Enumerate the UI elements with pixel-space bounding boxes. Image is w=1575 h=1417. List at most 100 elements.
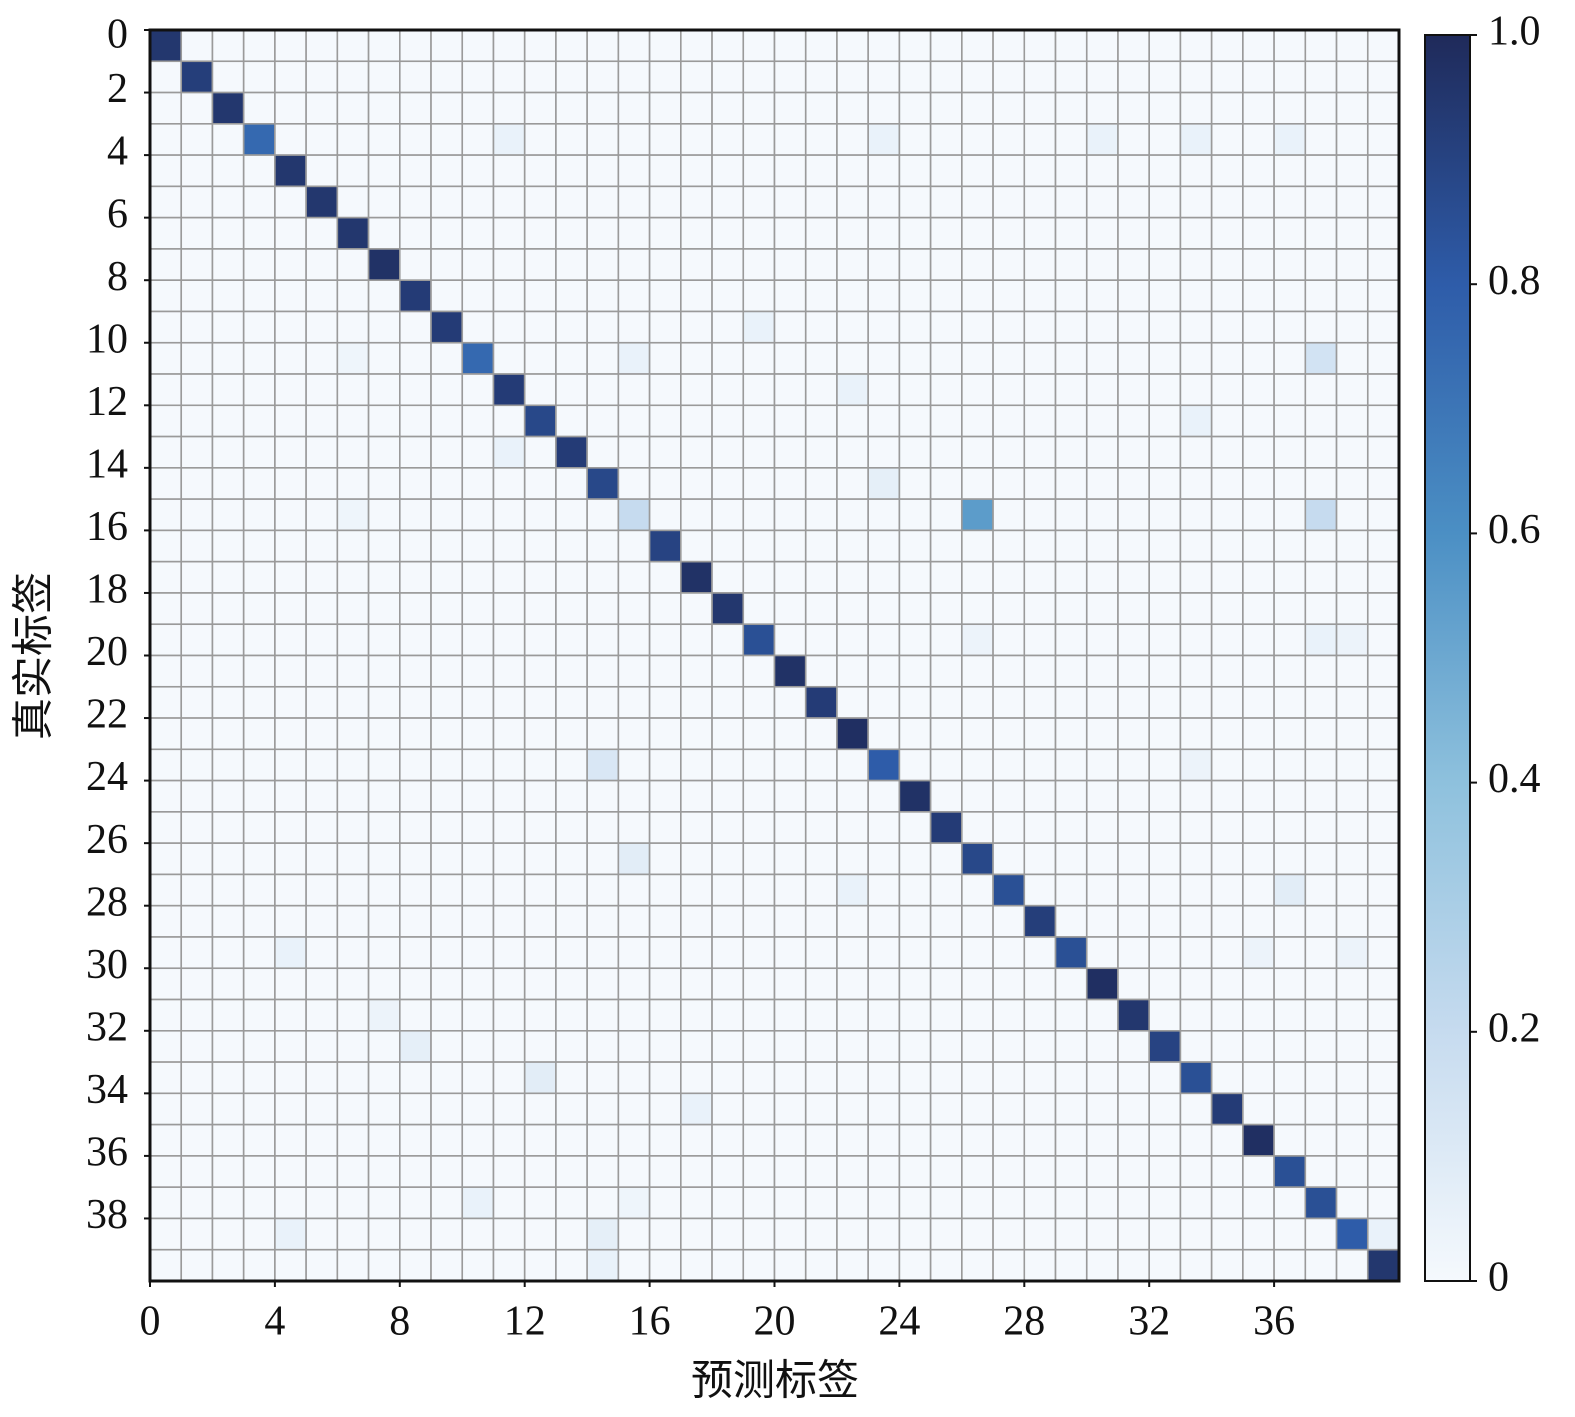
y-tick-label: 30 — [86, 942, 128, 988]
cell — [523, 29, 557, 63]
cell — [1148, 154, 1182, 188]
cell — [992, 1092, 1026, 1126]
cell — [617, 904, 651, 938]
cell — [1273, 123, 1307, 156]
cell — [586, 1030, 620, 1063]
y-tick-label: 6 — [107, 191, 128, 237]
cell — [1304, 123, 1338, 156]
cell — [836, 154, 869, 188]
cell — [1179, 60, 1213, 94]
cell — [149, 1030, 183, 1063]
cell — [1117, 1030, 1150, 1063]
cell — [617, 967, 651, 1001]
cell — [1273, 404, 1307, 438]
cell — [648, 154, 682, 188]
cell — [1148, 341, 1182, 375]
cell — [492, 467, 526, 500]
cell — [305, 91, 339, 125]
cell — [1210, 842, 1244, 876]
x-tick-label: 4 — [264, 1299, 285, 1345]
cell — [1148, 1155, 1182, 1188]
cell — [867, 623, 901, 657]
cell — [1085, 873, 1119, 907]
cell — [1242, 873, 1275, 907]
cell — [430, 216, 464, 250]
cell — [461, 998, 495, 1032]
cell — [617, 779, 651, 813]
cell — [242, 373, 276, 407]
cell — [274, 654, 307, 688]
cell — [461, 873, 495, 907]
cell — [711, 467, 745, 500]
cell — [1273, 1061, 1307, 1095]
cell — [836, 60, 869, 94]
cell — [992, 310, 1026, 344]
cell — [1117, 623, 1150, 657]
cell — [1366, 404, 1400, 438]
cell — [274, 404, 307, 438]
cell — [929, 1217, 963, 1251]
cell — [1023, 873, 1057, 907]
cell — [274, 904, 307, 938]
cell — [898, 529, 932, 563]
cell — [929, 748, 963, 782]
cell — [1366, 779, 1400, 813]
cell — [680, 592, 713, 626]
cell — [929, 154, 963, 188]
cell — [367, 936, 401, 970]
cell — [274, 1123, 307, 1157]
cell — [367, 185, 401, 219]
cell — [555, 1123, 588, 1157]
cell — [961, 779, 994, 813]
cell — [1054, 154, 1088, 188]
cell — [929, 904, 963, 938]
cell — [274, 998, 307, 1032]
cell — [1179, 435, 1213, 469]
cell — [586, 1217, 620, 1251]
cell — [1210, 1248, 1244, 1282]
cell — [555, 560, 588, 594]
cell — [1148, 623, 1182, 657]
cell — [586, 310, 620, 344]
cell — [680, 279, 713, 313]
cell — [929, 811, 963, 844]
cell — [149, 560, 183, 594]
cell — [367, 29, 401, 63]
y-tick-label: 32 — [86, 1004, 128, 1050]
cell — [586, 185, 620, 219]
cell — [961, 592, 994, 626]
cell — [211, 967, 245, 1001]
cell — [742, 560, 776, 594]
cell — [680, 498, 713, 532]
cell — [992, 779, 1026, 813]
cell — [523, 341, 557, 375]
cell — [1054, 904, 1088, 938]
cell — [1179, 1155, 1213, 1188]
cell — [1054, 1061, 1088, 1095]
cell — [523, 1155, 557, 1188]
cell — [711, 1123, 745, 1157]
cell — [617, 998, 651, 1032]
cell — [742, 341, 776, 375]
cell — [1273, 1217, 1307, 1251]
cell — [1054, 279, 1088, 313]
cell — [461, 1092, 495, 1126]
cell — [430, 842, 464, 876]
cell — [898, 310, 932, 344]
cell — [1242, 654, 1275, 688]
cell — [1210, 1186, 1244, 1220]
cell — [804, 1030, 838, 1063]
cell — [1117, 873, 1150, 907]
cell — [867, 904, 901, 938]
cell — [929, 341, 963, 375]
cell — [492, 435, 526, 469]
cell — [617, 623, 651, 657]
cell — [1023, 842, 1057, 876]
cell — [1335, 873, 1369, 907]
cell — [1085, 592, 1119, 626]
cell — [1148, 654, 1182, 688]
cell — [648, 1092, 682, 1126]
cell — [586, 1186, 620, 1220]
cell — [836, 529, 869, 563]
